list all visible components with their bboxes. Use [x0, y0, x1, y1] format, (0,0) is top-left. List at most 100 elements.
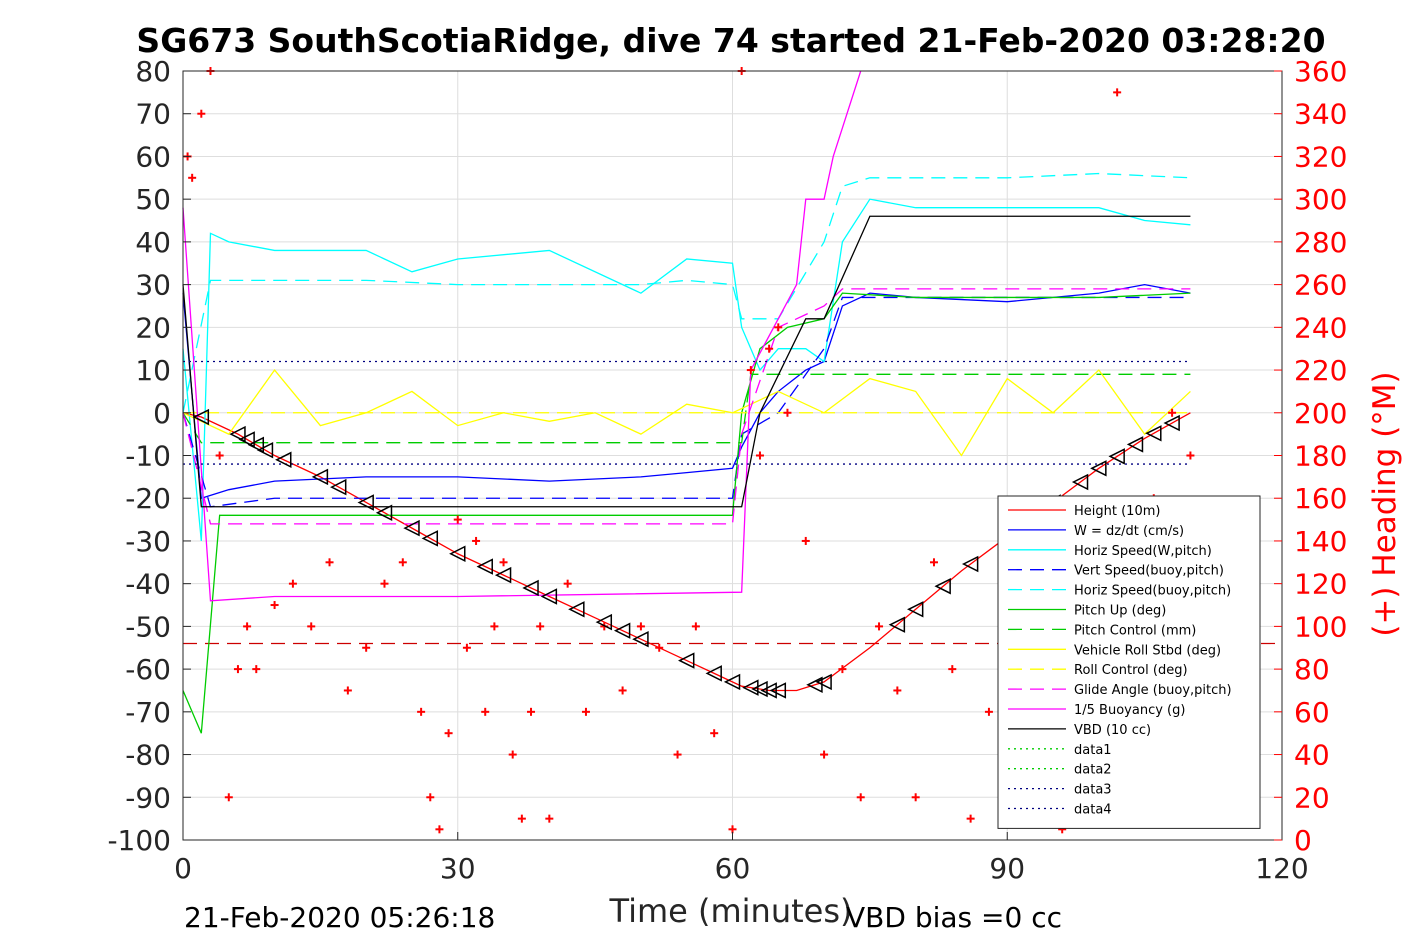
height-marker: [760, 682, 777, 699]
heading-point: [380, 579, 389, 588]
left-tick-label: -10: [125, 440, 171, 473]
left-tick-label: -20: [125, 482, 171, 515]
right-tick-label: 320: [1294, 140, 1347, 173]
legend-entry-label: data2: [1074, 763, 1112, 778]
left-tick-label: 60: [135, 140, 171, 173]
right-tick-label: 240: [1294, 311, 1347, 344]
legend-entry-label: Pitch Control (mm): [1074, 623, 1196, 638]
heading-point: [453, 515, 462, 524]
series-vbd-10-cc: [182, 215, 1191, 508]
left-tick-label: 10: [135, 354, 171, 387]
legend-entry-label: Roll Control (deg): [1074, 663, 1188, 678]
heading-point: [581, 707, 590, 716]
height-marker: [540, 588, 558, 605]
series-layer: [182, 70, 1191, 734]
height-marker: [678, 652, 695, 669]
legend-entry-label: Vert Speed(buoy,pitch): [1074, 564, 1224, 579]
height-marker: [1108, 448, 1125, 465]
height-marker: [403, 519, 420, 537]
height-marker: [330, 478, 347, 496]
heading-point: [838, 665, 847, 674]
heading-point: [243, 622, 252, 631]
height-marker: [888, 616, 906, 633]
height-marker: [1163, 414, 1180, 432]
heading-point: [691, 622, 700, 631]
heading-point: [517, 814, 526, 823]
heading-point: [188, 173, 197, 182]
height-marker: [476, 558, 493, 575]
heading-point: [481, 707, 490, 716]
series-pitch-up-deg: [182, 292, 1191, 734]
heading-point: [1168, 408, 1177, 417]
height-marker: [421, 530, 439, 547]
x-tick-label: 0: [174, 852, 192, 885]
heading-point: [233, 665, 242, 674]
heading-point: [197, 109, 206, 118]
height-marker: [815, 673, 832, 691]
heading-point: [426, 793, 435, 802]
right-tick-label: 140: [1294, 525, 1347, 558]
left-tick-label: -70: [125, 696, 171, 729]
height-marker: [238, 431, 255, 448]
heading-point: [618, 686, 627, 695]
heading-point: [563, 579, 572, 588]
series-vehicle-roll-stbd-deg: [182, 368, 1191, 457]
height-marker: [275, 451, 292, 468]
right-tick-label: 20: [1294, 781, 1330, 814]
right-tick-label: 200: [1294, 397, 1347, 430]
right-tick-label: 40: [1294, 739, 1330, 772]
heading-point: [1113, 88, 1122, 97]
height-marker: [632, 630, 649, 648]
series-horiz-speed-buoy-pitch: [182, 172, 1191, 413]
footer-vbd-bias: VBD bias =0 cc: [846, 901, 1062, 934]
heading-point: [444, 729, 453, 738]
right-tick-label: 300: [1294, 183, 1347, 216]
left-tick-label: 20: [135, 311, 171, 344]
heading-point: [462, 643, 471, 652]
left-tick-label: 80: [135, 55, 171, 88]
heading-point: [673, 750, 682, 759]
left-tick-label: -60: [125, 653, 171, 686]
heading-point: [728, 825, 737, 834]
height-marker: [595, 613, 613, 631]
heading-point: [783, 408, 792, 417]
heading-point: [499, 558, 508, 567]
heading-point: [545, 814, 554, 823]
heading-point: [325, 558, 334, 567]
height-marker: [1071, 473, 1089, 491]
right-tick-label: 160: [1294, 482, 1347, 515]
right-tick-label: 100: [1294, 610, 1347, 643]
height-marker: [568, 601, 585, 618]
heading-point: [746, 366, 755, 375]
left-tick-label: -30: [125, 525, 171, 558]
height-marker: [1145, 425, 1162, 442]
heading-point: [270, 601, 279, 610]
left-tick-label: -80: [125, 739, 171, 772]
heading-point: [948, 665, 957, 674]
heading-point: [774, 323, 783, 332]
x-axis-label: Time (minutes): [609, 892, 853, 930]
chart-title: SG673 SouthScotiaRidge, dive 74 started …: [136, 21, 1325, 60]
heading-point: [636, 622, 645, 631]
heading-point: [1186, 451, 1195, 460]
height-marker: [357, 494, 374, 511]
height-marker: [961, 555, 979, 573]
right-tick-label: 0: [1294, 824, 1312, 857]
footer-timestamp: 21-Feb-2020 05:26:18: [184, 901, 495, 934]
x-tick-label: 90: [989, 852, 1025, 885]
legend-entry-label: data3: [1074, 783, 1112, 798]
heading-point: [911, 793, 920, 802]
heading-point: [417, 707, 426, 716]
heading-point: [536, 622, 545, 631]
legend-entry-label: Pitch Up (deg): [1074, 604, 1166, 619]
right-tick-label: 280: [1294, 226, 1347, 259]
height-marker: [1126, 436, 1144, 453]
heading-point: [801, 536, 810, 545]
heading-point: [490, 622, 499, 631]
left-tick-label: 70: [135, 98, 171, 131]
right-tick-label: 80: [1294, 653, 1330, 686]
right-tick-label: 340: [1294, 98, 1347, 131]
right-tick-label: 60: [1294, 696, 1330, 729]
